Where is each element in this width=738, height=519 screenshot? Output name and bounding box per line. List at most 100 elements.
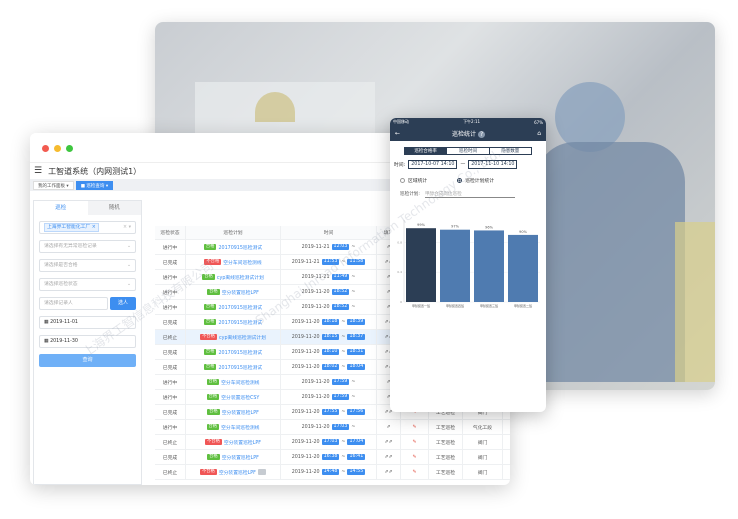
- result-badge: 不合格: [205, 439, 222, 445]
- maximize-dot[interactable]: [66, 145, 73, 152]
- abnormal-select[interactable]: 请选择有无异常巡检记录 ⌄: [39, 240, 136, 253]
- bar: [508, 234, 538, 302]
- plan-link[interactable]: 20170915巡检测试: [218, 320, 263, 326]
- plan-link[interactable]: 空分装置巡检LPF: [221, 455, 259, 461]
- recorder-input[interactable]: 请选择记录人: [39, 297, 108, 310]
- x-tick-label: 甲醇装置三班: [480, 303, 498, 308]
- status-cell: 已终止: [155, 465, 186, 479]
- status-cell: 已完成: [155, 345, 186, 359]
- status-cell: 进行中: [155, 300, 186, 314]
- filter-panel: 巡检 随机 上海界工智能化工厂 × × ▾ 请选择有无异常巡检记录 ⌄ 请选择是否合格…: [33, 200, 142, 485]
- tab-inspection-query[interactable]: ■ 巡检查询 ▾: [75, 180, 114, 190]
- plan-link[interactable]: 20170915巡检测试: [218, 350, 263, 356]
- plan-link[interactable]: 20170915巡检测试: [218, 305, 263, 311]
- plan-link[interactable]: 20170915巡检测试: [218, 365, 263, 371]
- end-time: 17:56: [347, 409, 366, 415]
- table-row[interactable]: 已完成 合格 20170915巡检测试 2019-11-20 18:10 ~18:31…: [155, 345, 510, 360]
- menu-icon[interactable]: ☰: [34, 166, 43, 176]
- plan-link[interactable]: 空分车间巡检测线: [221, 425, 260, 431]
- result-badge: 合格: [203, 304, 217, 310]
- result-badge: 不合格: [200, 334, 217, 340]
- start-time: 17:55: [321, 409, 340, 415]
- end-date-input[interactable]: ▦ 2019-11-30: [39, 335, 136, 348]
- factory-select[interactable]: 上海界工智能化工厂 × × ▾: [39, 221, 136, 234]
- edit-icon[interactable]: ✎: [412, 409, 417, 415]
- fill-icon: ⇗⇗: [377, 450, 401, 464]
- status-cell: 进行中: [155, 240, 186, 254]
- result-badge: 合格: [207, 289, 220, 295]
- result-badge: 合格: [202, 274, 215, 280]
- plan-link[interactable]: 空分装置巡检LPF: [221, 290, 259, 296]
- start-time: 16:38: [321, 454, 340, 460]
- x-tick-label: 甲醇装置二班: [514, 303, 532, 308]
- plan-link[interactable]: cyp离线巡检测试计划: [218, 335, 266, 341]
- data-label: 97%: [451, 225, 459, 229]
- plan-link[interactable]: 空分车间巡检测线: [221, 380, 260, 386]
- tab-workspace[interactable]: 我的工作面板 ▾: [33, 180, 74, 190]
- fill-icon: ⇗⇗: [377, 405, 401, 419]
- status-cell: 已完成: [155, 315, 186, 329]
- status-cell: 已终止: [155, 330, 186, 344]
- minimize-dot[interactable]: [54, 145, 61, 152]
- start-time: 18:15: [321, 334, 340, 340]
- segment-time[interactable]: 巡检时间: [447, 148, 490, 154]
- bar: [440, 229, 470, 302]
- table-row[interactable]: 已终止 不合格 空分装置巡检LPF 2019-11-20 14:48 ~14:55 ⇗…: [155, 465, 510, 480]
- start-time: 12:03: [331, 244, 350, 250]
- plan-link[interactable]: 空分装置巡检LPF: [221, 410, 259, 416]
- table-row[interactable]: 已终止 不合格 空分装置巡检LPF 2019-11-20 17:03 ~17:04 ⇗…: [155, 435, 510, 450]
- radio-area[interactable]: 区域统计: [400, 177, 427, 184]
- app-title: 工智道系统（内网测试1）: [48, 166, 142, 176]
- plan-link[interactable]: 空分装置巡检CSY: [221, 395, 260, 401]
- plan-link[interactable]: cyp离线巡检测试计划: [216, 275, 264, 281]
- time-from[interactable]: 2017-10-07 14:10: [408, 160, 458, 169]
- edit-icon[interactable]: ✎: [412, 454, 417, 460]
- qualified-select[interactable]: 请选择是否合格 ⌄: [39, 259, 136, 272]
- select-person-button[interactable]: 选人: [110, 297, 136, 310]
- tab-random[interactable]: 随机: [87, 201, 141, 215]
- start-date-input[interactable]: ▦ 2019-11-01: [39, 316, 136, 329]
- calendar-icon: ▦: [44, 339, 51, 344]
- help-icon: ?: [477, 131, 486, 138]
- bar: [406, 228, 436, 302]
- plan-link[interactable]: 20170915巡检测试: [218, 245, 263, 251]
- home-icon[interactable]: ⌂: [537, 130, 541, 137]
- status-cell: 进行中: [155, 420, 186, 434]
- back-arrow-icon[interactable]: ←: [395, 130, 401, 137]
- tab-inspection[interactable]: 巡检: [34, 201, 88, 215]
- segment-hazards[interactable]: 隐患数量: [501, 149, 520, 154]
- result-badge: 不合格: [199, 469, 217, 475]
- status-cell: 进行中: [155, 270, 186, 284]
- mobile-app: 中国移动 下午2:11 67% ← 巡检统计 ? ⌂ 巡检合格率 巡检时间 隐患数量 时…: [390, 118, 546, 412]
- query-button[interactable]: 查询: [39, 354, 136, 367]
- table-row[interactable]: 已完成 合格 空分装置巡检LPF 2019-11-20 16:38 ~16:41 ⇗⇗…: [155, 450, 510, 465]
- plan-link[interactable]: 空分装置巡检LPF: [218, 470, 256, 476]
- plan-link[interactable]: 空分车间巡检测线: [223, 260, 262, 266]
- close-dot[interactable]: [42, 145, 49, 152]
- result-badge: 合格: [206, 394, 220, 400]
- x-tick-label: 甲醇装置一班: [412, 303, 430, 308]
- fill-icon: ⇗⇗: [377, 435, 401, 449]
- status-cell: 进行中: [155, 390, 186, 404]
- radio-plan[interactable]: 巡检计划统计: [457, 177, 494, 184]
- table-row[interactable]: 已完成 合格 空分装置巡检LPF 2019-11-20 17:55 ~17:56 ⇗⇗…: [155, 405, 510, 420]
- status-bar: 中国移动 下午2:11 67%: [390, 118, 546, 126]
- time-to[interactable]: 2017-11-10 14:10: [468, 160, 518, 169]
- edit-icon[interactable]: ✎: [412, 469, 417, 475]
- start-time: 18:52: [331, 289, 350, 295]
- plan-link[interactable]: 空分装置巡检LPF: [223, 440, 261, 446]
- end-time: 18:31: [347, 349, 366, 355]
- factory-chip: 上海界工智能化工厂 ×: [44, 223, 99, 232]
- edit-icon[interactable]: ✎: [412, 439, 417, 445]
- plan-input[interactable]: 甲醇合成岗位巡检: [424, 191, 515, 198]
- y-tick-label: 0.8: [397, 240, 402, 244]
- status-select[interactable]: 请选择巡检状态 ⌄: [39, 278, 136, 291]
- segment-pass-rate[interactable]: 巡检合格率: [405, 148, 448, 154]
- status-cell: 进行中: [155, 375, 186, 389]
- status-cell: 已完成: [155, 360, 186, 374]
- start-time: 17:03: [331, 424, 350, 430]
- edit-icon[interactable]: ✎: [412, 424, 417, 430]
- table-row[interactable]: 进行中 合格 空分车间巡检测线 2019-11-20 17:03 ~ ⇗ ✎ 工艺巡检…: [155, 420, 510, 435]
